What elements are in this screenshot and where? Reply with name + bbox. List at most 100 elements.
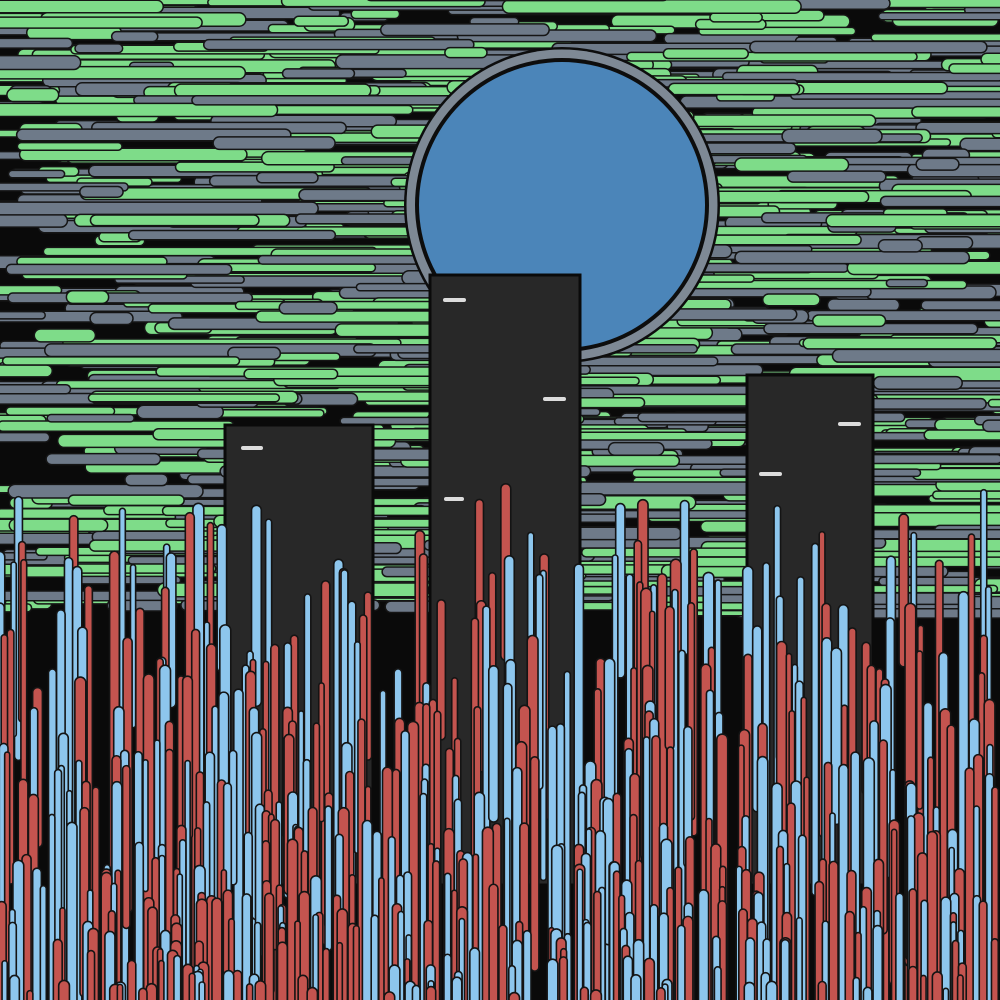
grass-blade xyxy=(425,985,437,1000)
sky-capsule xyxy=(721,71,1000,82)
sky-capsule xyxy=(136,404,224,420)
grass-blade xyxy=(817,980,827,1000)
sky-capsule xyxy=(980,52,1000,66)
sky-capsule xyxy=(243,368,339,380)
grass-blade xyxy=(26,989,34,1000)
sky-capsule xyxy=(127,229,337,241)
grass-blade xyxy=(254,979,267,1000)
grass-blade xyxy=(39,884,48,1000)
grass-blade xyxy=(245,983,254,1000)
sky-capsule xyxy=(281,68,356,79)
grass-blade xyxy=(361,819,373,1000)
sky-capsule xyxy=(872,375,963,391)
sky-capsule xyxy=(212,136,336,151)
grass-blade xyxy=(312,913,320,1000)
grass-blade xyxy=(469,947,481,1000)
sky-capsule xyxy=(227,346,282,360)
sky-capsule xyxy=(667,82,801,96)
sky-capsule xyxy=(124,473,169,487)
grass-blade xyxy=(104,930,116,1000)
grass-blade xyxy=(336,941,344,1000)
sky-capsule xyxy=(6,87,60,103)
grass-blade xyxy=(664,605,675,751)
grass-blade xyxy=(920,974,927,1000)
grass-blade xyxy=(134,841,145,1000)
sky-capsule xyxy=(781,128,883,144)
grass-blade xyxy=(57,979,71,1000)
grass-blade xyxy=(157,959,165,1000)
sky-capsule xyxy=(911,105,1000,119)
building-window xyxy=(543,397,566,401)
sky-capsule xyxy=(959,137,1000,152)
sky-capsule xyxy=(89,311,134,326)
grass-blade xyxy=(907,965,918,1000)
sky-capsule xyxy=(786,170,887,183)
grass-blade xyxy=(322,947,331,1000)
grass-blade xyxy=(895,892,905,1000)
grass-blade xyxy=(862,986,873,1000)
grass-blade xyxy=(676,924,686,1000)
grass-blade xyxy=(522,929,532,1000)
grass-blade xyxy=(810,542,820,897)
sky-capsule xyxy=(0,383,72,395)
building-window xyxy=(241,446,263,450)
grass-blade xyxy=(780,938,791,1000)
sky-capsule xyxy=(255,171,319,184)
sky-capsule xyxy=(0,213,69,228)
grass-blade xyxy=(655,987,666,1000)
grass-blade xyxy=(713,965,722,1000)
sky-capsule xyxy=(709,12,763,23)
sky-capsule xyxy=(923,429,1000,441)
sky-capsule xyxy=(662,48,750,60)
foreground-layer xyxy=(0,482,1000,1000)
grass-blade xyxy=(276,941,289,1000)
sky-capsule xyxy=(79,185,124,198)
sky-capsule xyxy=(18,147,248,162)
grass-blade xyxy=(642,736,651,1000)
sky-capsule xyxy=(0,0,164,14)
sky-capsule xyxy=(877,11,1000,21)
sky-capsule xyxy=(87,393,281,403)
grass-blade xyxy=(507,964,517,1000)
sky-capsule xyxy=(7,292,254,304)
grass-blade xyxy=(145,982,158,1000)
sky-capsule xyxy=(826,298,901,312)
sky-capsule xyxy=(811,314,887,328)
grass-blade xyxy=(188,972,196,1000)
sky-capsule xyxy=(7,169,66,179)
sky-capsule xyxy=(0,16,203,29)
sky-capsule xyxy=(65,289,110,305)
sky-capsule xyxy=(879,195,1000,208)
grass-blade xyxy=(956,974,964,1000)
sky-capsule xyxy=(607,441,665,456)
grass-blade xyxy=(306,986,319,1000)
grass-blade xyxy=(498,924,508,1000)
sky-capsule xyxy=(825,213,1000,228)
sky-capsule xyxy=(915,157,960,171)
grass-blade xyxy=(264,892,275,1000)
grass-blade xyxy=(142,758,149,893)
grass-blade xyxy=(593,890,602,1000)
grass-blade xyxy=(211,897,223,1000)
grass-blade xyxy=(411,984,421,1000)
grass-blade xyxy=(443,953,452,1000)
grass-blade xyxy=(121,764,131,930)
sky-capsule xyxy=(202,38,475,51)
grass-blade xyxy=(990,938,1000,1000)
grass-blade xyxy=(388,964,401,1000)
grass-blade xyxy=(65,821,78,1000)
sky-capsule xyxy=(0,364,54,378)
sky-capsule xyxy=(0,37,74,49)
grass-blade xyxy=(576,868,584,1000)
building-window xyxy=(759,472,782,476)
grass-blade xyxy=(378,877,385,1000)
sky-capsule xyxy=(74,43,124,54)
grass-blade xyxy=(844,910,855,1000)
building-window xyxy=(443,298,466,302)
grass-blade xyxy=(658,912,670,1000)
grass-blade xyxy=(198,981,206,1000)
grass-blade xyxy=(529,756,540,973)
sky-capsule xyxy=(749,40,988,54)
grass-blade xyxy=(765,980,778,1000)
